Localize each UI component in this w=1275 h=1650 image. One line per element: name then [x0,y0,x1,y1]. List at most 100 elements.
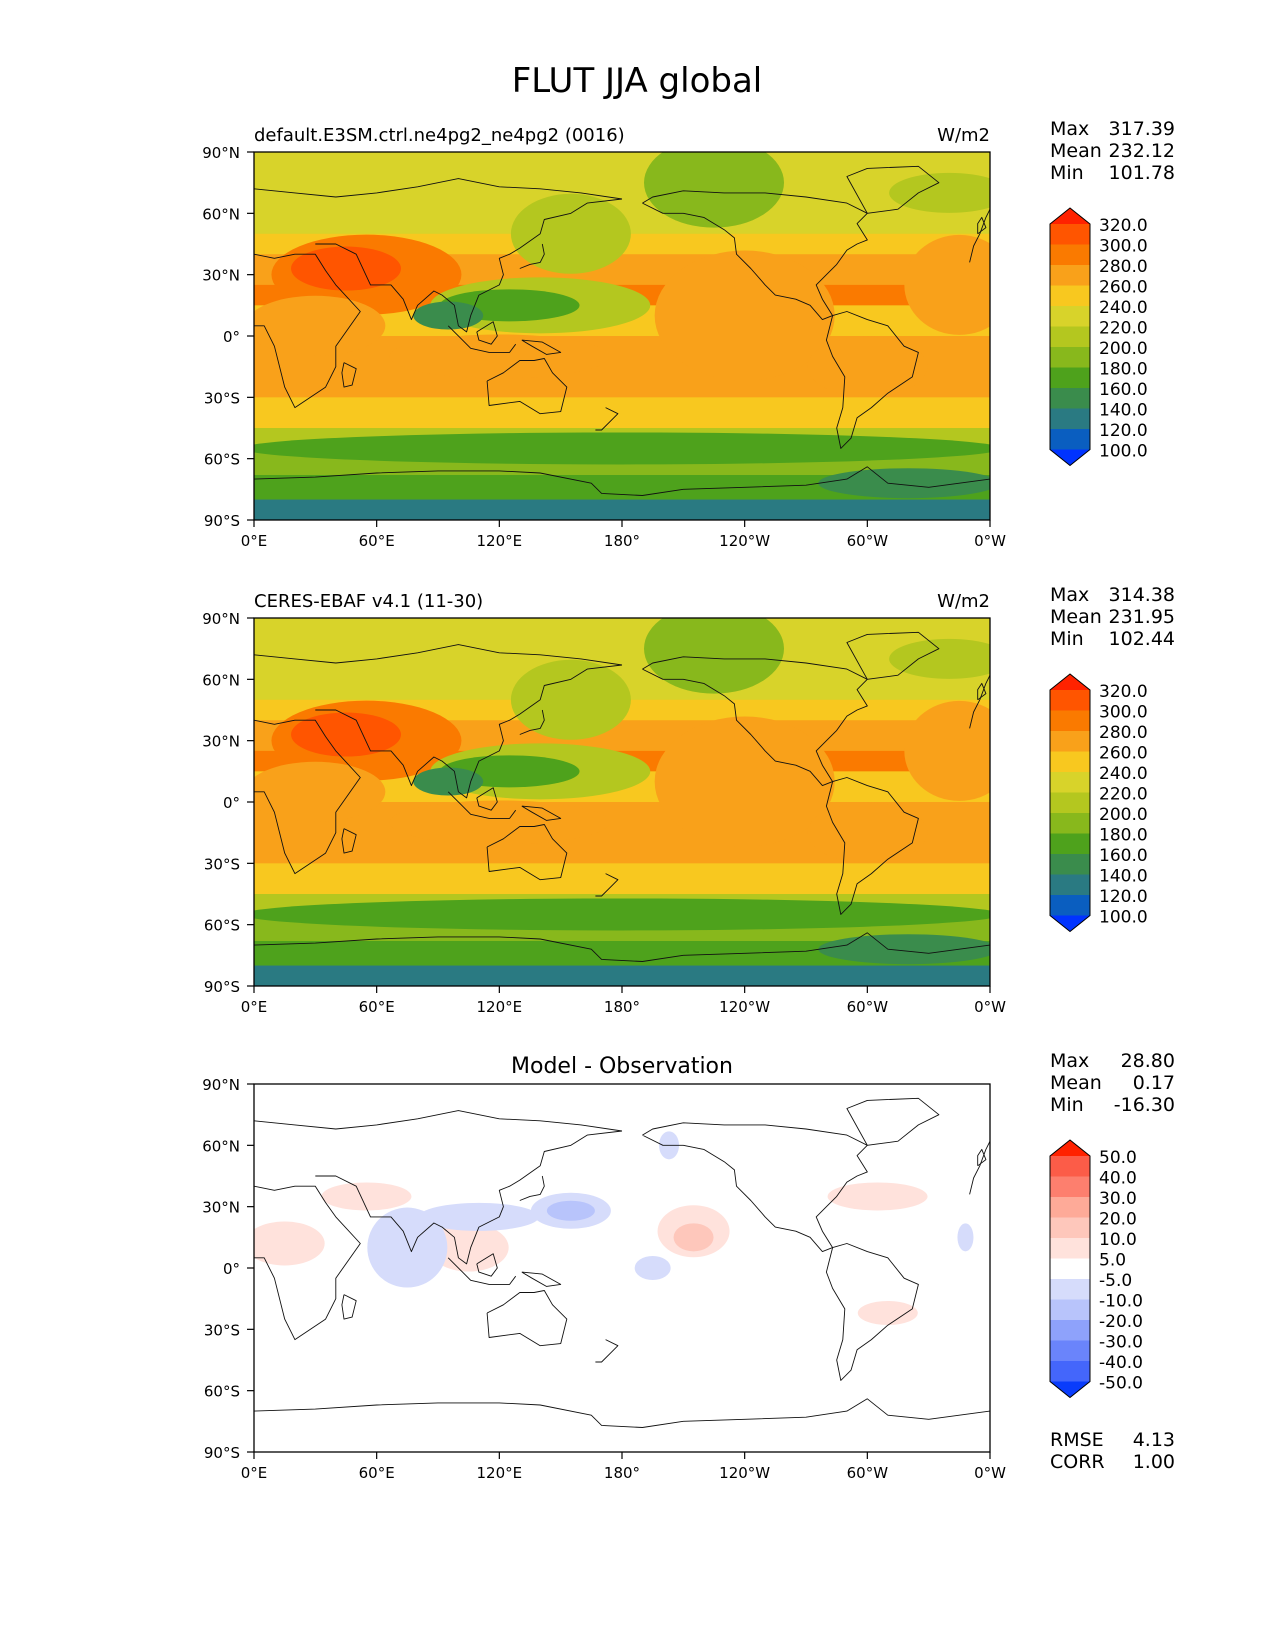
coastline [447,1257,517,1285]
field-feature [904,234,990,335]
panel-title-center: Model - Observation [511,1054,733,1079]
stat-min-value: 102.44 [1109,628,1175,650]
anomaly-negative [546,1200,595,1221]
colorbar-bin [1050,1340,1090,1362]
lon-tick-label: 60°W [847,998,889,1016]
field-feature [291,712,401,757]
stat-mean-value: 231.95 [1109,606,1175,628]
field-feature [818,934,990,965]
colorbar: 50.040.030.020.010.05.0-5.0-10.0-20.0-30… [1049,1139,1143,1399]
colorbar-label: 140.0 [1099,401,1148,421]
colorbar-label: -30.0 [1099,1333,1143,1353]
colorbar-bin [1050,347,1090,368]
field-feature [389,334,610,379]
colorbar-label: 200.0 [1099,339,1148,359]
lon-tick-label: 120°W [719,998,770,1016]
lon-tick-label: 0°E [241,998,268,1016]
coastline [846,165,940,214]
stat-mean: Mean [1050,606,1102,628]
lon-axis: 0°E 60°E 120°E 180° 120°W 60°W 0°W [241,986,1006,1016]
coastline [595,407,619,431]
anomaly-positive [857,1300,918,1325]
colorbar-bin [1050,326,1090,348]
coastline [969,1140,990,1195]
field-feature [510,193,631,274]
coastline [254,1185,361,1341]
coastline [977,1148,987,1167]
coastline [595,1339,619,1363]
coastline [315,664,623,799]
coastline [315,1130,623,1265]
coastline [447,791,517,819]
lat-tick-label: 90°S [204,1444,240,1462]
lon-tick-label: 0°E [241,1464,268,1482]
field-band [254,397,990,429]
field-background [254,1084,990,1452]
lon-tick-label: 120°E [477,998,523,1016]
panel-units: W/m2 [937,125,990,146]
anomaly-positive [428,1223,509,1272]
lat-tick-label: 90°N [202,144,240,162]
field-feature [413,301,484,330]
lat-tick-label: 30°S [204,855,240,873]
coastline [846,1097,940,1146]
lat-tick-label: 0° [223,794,240,812]
lon-tick-label: 60°W [847,532,889,550]
stat-min: Min [1050,628,1084,650]
lon-tick-label: 0°W [974,1464,1006,1482]
colorbar-bin [1050,1197,1090,1218]
lat-tick-label: 60°N [202,1137,240,1155]
colorbar-label: 10.0 [1099,1230,1137,1250]
colorbar-bin [1050,1217,1090,1239]
coastline [521,805,562,821]
anomaly-positive [321,1182,412,1211]
lat-tick-label: 30°N [202,1199,240,1217]
lon-tick-label: 60°E [359,532,395,550]
stat-max: Max [1050,584,1089,606]
colorbar-bin [1050,731,1090,752]
coastline [977,682,987,701]
colorbar-bin [1050,792,1090,814]
coastline [341,362,357,388]
colorbar-bin [1050,388,1090,409]
coastlines [254,1097,990,1428]
lon-tick-label: 60°W [847,1464,889,1482]
colorbar-label: 160.0 [1099,846,1148,866]
coastline [254,1398,990,1428]
colorbar-outline [1049,207,1091,467]
colorbar-label: 260.0 [1099,278,1148,298]
lat-tick-label: 90°N [202,1076,240,1094]
colorbar-label: 260.0 [1099,744,1148,764]
field-feature [644,152,784,228]
field-feature [644,618,784,694]
side-model: Max 317.39 Mean 232.12 Min 101.78 320.03… [1049,118,1175,467]
lon-tick-label: 0°W [974,532,1006,550]
panel-title-left: default.E3SM.ctrl.ne4pg2_ne4pg2 (0016) [254,125,625,146]
coastline [642,1122,868,1253]
colorbar-label: 240.0 [1099,764,1148,784]
panel-obs: CERES-EBAF v4.1 (11-30) W/m2 90°N 60°N 30°… [202,591,1006,1016]
lon-tick-label: 180° [604,532,640,550]
colorbar-bin [1050,710,1090,732]
colorbar-label: 140.0 [1099,867,1148,887]
lon-tick-label: 180° [604,998,640,1016]
figure-title: FLUT JJA global [512,61,762,101]
colorbar-bin [1050,224,1090,245]
panel-units: W/m2 [937,591,990,612]
lon-tick-label: 180° [604,1464,640,1482]
coastline [846,631,940,680]
lon-tick-label: 120°E [477,1464,523,1482]
colorbar-label: -50.0 [1099,1374,1143,1394]
panel-title-left: CERES-EBAF v4.1 (11-30) [254,591,483,612]
coastline [486,1290,568,1347]
colorbar-bin [1050,306,1090,327]
stat-rmse-value: 4.13 [1133,1429,1175,1451]
colorbar-label: 30.0 [1099,1189,1137,1209]
field-feature [654,716,835,847]
stat-mean: Mean [1050,1072,1102,1094]
lat-tick-label: 60°S [204,917,240,935]
coastline [341,828,357,854]
stat-max-value: 317.39 [1109,118,1175,140]
field-feature [254,432,990,465]
side-obs: Max 314.38 Mean 231.95 Min 102.44 320.03… [1049,584,1175,933]
